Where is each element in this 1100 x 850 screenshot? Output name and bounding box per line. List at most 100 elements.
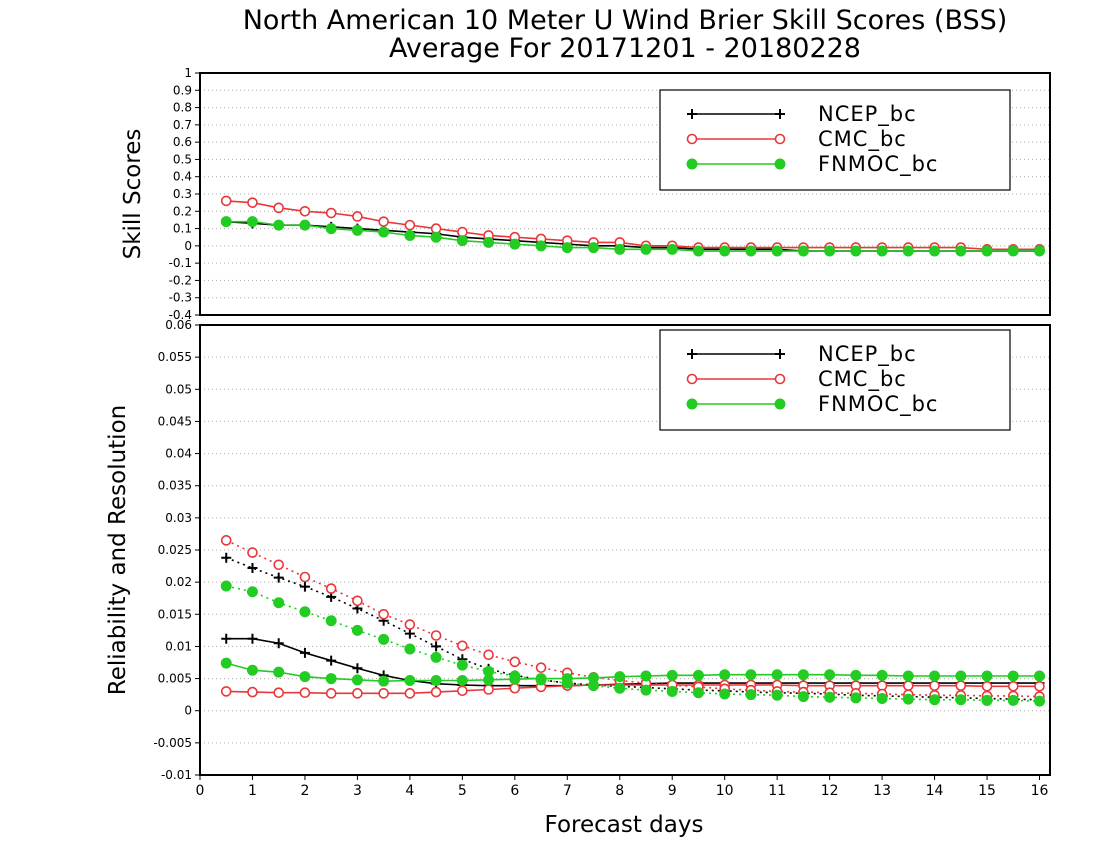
x-tick-label: 6	[510, 783, 519, 799]
legend-label: FNMOC_bc	[818, 392, 938, 417]
data-point	[929, 245, 941, 257]
y-tick-label: -0.3	[169, 291, 192, 305]
data-point	[299, 671, 311, 683]
legend-marker	[774, 158, 786, 170]
series-line	[226, 200, 1040, 251]
data-point	[666, 669, 678, 681]
data-point	[246, 216, 258, 228]
data-point	[955, 670, 967, 682]
legend-marker	[774, 133, 786, 145]
data-point	[1007, 670, 1019, 682]
data-point	[692, 687, 704, 699]
y-tick-label: 0.025	[158, 543, 192, 557]
data-point	[247, 197, 258, 208]
data-point	[273, 597, 285, 609]
data-point	[456, 659, 468, 671]
data-point	[431, 641, 442, 652]
data-point	[220, 686, 232, 697]
data-point	[719, 688, 731, 700]
y-tick-label: 0.9	[173, 83, 192, 97]
y-tick-label: 0.015	[158, 607, 192, 621]
y-tick-label: 0.01	[165, 639, 192, 653]
data-point	[745, 669, 757, 681]
x-tick-label: 15	[978, 783, 996, 799]
data-point	[981, 670, 993, 682]
data-point	[1007, 680, 1019, 692]
data-point	[326, 655, 337, 666]
data-point	[457, 685, 468, 697]
y-tick-label: 0.06	[165, 318, 192, 332]
data-point	[273, 559, 285, 571]
data-point	[430, 686, 442, 698]
y-tick-label: 0.3	[173, 187, 192, 201]
data-point	[299, 606, 311, 618]
data-point	[378, 608, 389, 620]
data-point	[640, 684, 652, 696]
data-point	[771, 669, 783, 681]
data-point	[824, 691, 836, 703]
data-point	[220, 216, 232, 228]
x-tick-label: 3	[353, 783, 362, 799]
legend-marker	[687, 109, 697, 119]
data-point	[640, 670, 652, 682]
data-point	[929, 680, 940, 691]
data-point	[404, 688, 416, 699]
data-point	[220, 580, 232, 592]
x-tick-label: 4	[405, 783, 414, 799]
data-point	[850, 245, 862, 257]
legend-marker	[686, 158, 698, 170]
data-point	[1034, 670, 1046, 682]
chart-panels: -0.4 -0.3 -0.2 -0.1 0 0.1 0.2 0.3 0.4 0.5 0.6 0.7 0.…	[105, 66, 1051, 799]
data-point	[273, 638, 284, 649]
y-tick-label: 0.1	[173, 222, 192, 236]
data-point	[981, 245, 993, 257]
data-point	[666, 685, 678, 697]
data-point	[378, 216, 389, 227]
data-point	[404, 628, 415, 639]
data-point	[981, 680, 993, 692]
y-tick-label: 0.005	[158, 672, 192, 686]
data-point	[1034, 695, 1046, 707]
data-point	[430, 651, 442, 663]
data-point	[220, 657, 232, 669]
y-tick-label: -0.1	[169, 256, 192, 270]
data-point	[745, 689, 757, 701]
panel-2: -0.01 -0.005 0 0.005 0.01 0.015 0.02 0.025 0.03 0…	[105, 318, 1051, 799]
data-point	[299, 647, 310, 658]
y-tick-label: 0.055	[158, 350, 192, 364]
x-tick-label: 2	[300, 783, 309, 799]
y-tick-label: 0.2	[173, 204, 192, 218]
data-point	[850, 692, 862, 704]
data-point	[404, 675, 416, 686]
data-point	[430, 675, 442, 686]
data-point	[299, 205, 311, 217]
data-point	[509, 238, 521, 250]
data-point	[588, 242, 600, 254]
series-line	[225, 539, 1040, 698]
data-point	[903, 680, 914, 691]
data-point	[1007, 245, 1019, 257]
y-tick-label: 1	[184, 66, 192, 80]
x-tick-label: 14	[926, 783, 944, 799]
data-point	[352, 595, 363, 607]
data-point	[929, 694, 941, 706]
data-point	[902, 670, 914, 682]
y-axis-label: Skill Scores	[120, 129, 146, 260]
data-point	[247, 686, 258, 698]
data-point	[378, 675, 390, 687]
data-point	[483, 649, 494, 661]
series-CMC_bc-solid	[220, 195, 1045, 255]
data-point	[378, 633, 390, 645]
legend-marker	[687, 349, 697, 359]
legend-marker	[774, 373, 786, 385]
x-tick-label: 9	[668, 783, 677, 799]
data-point	[771, 689, 783, 701]
data-point	[404, 219, 416, 231]
data-point	[1034, 245, 1046, 257]
legend-marker	[686, 398, 698, 410]
data-point	[273, 572, 284, 583]
data-point	[876, 245, 888, 257]
data-point	[509, 670, 521, 682]
x-tick-label: 1	[248, 783, 257, 799]
data-point	[273, 666, 285, 678]
